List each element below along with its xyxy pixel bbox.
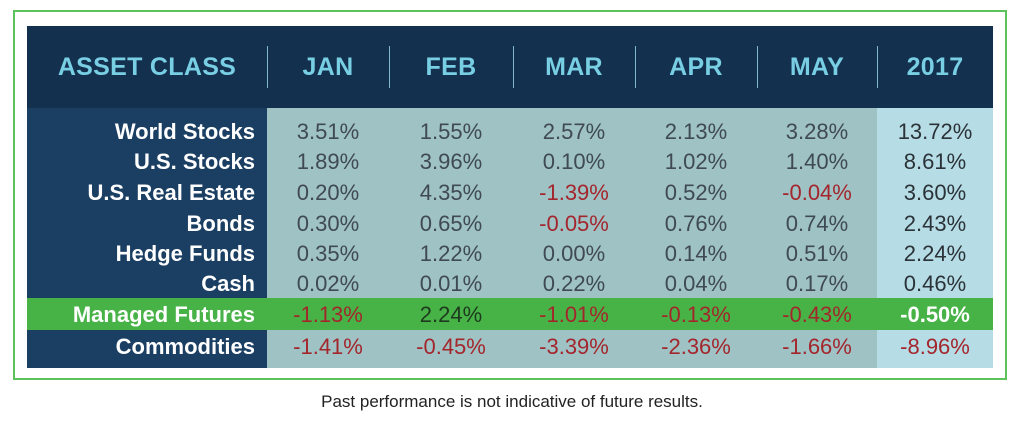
- table-frame: ASSET CLASS JAN FEB MAR APR MAY 2017 Wor…: [13, 10, 1007, 380]
- cell-may: 0.74%: [785, 211, 849, 236]
- cell-feb: 1.22%: [419, 241, 483, 266]
- cell-may: -0.04%: [782, 180, 852, 205]
- header-divider: [267, 46, 268, 88]
- header-divider: [389, 46, 390, 88]
- cell-2017: 13.72%: [897, 119, 973, 144]
- cell-jan: 0.02%: [296, 271, 360, 296]
- cell-apr: -0.13%: [661, 302, 731, 327]
- cell-feb: 3.96%: [419, 149, 483, 174]
- cell-may: -0.43%: [782, 302, 852, 327]
- row-label: Bonds: [186, 211, 255, 236]
- row-label: Hedge Funds: [115, 241, 255, 266]
- cell-jan: -1.13%: [293, 302, 363, 327]
- header-mar: MAR: [545, 52, 603, 81]
- cell-apr: 0.52%: [664, 180, 728, 205]
- header-divider: [877, 46, 878, 88]
- cell-apr: 0.14%: [664, 241, 728, 266]
- cell-feb: -0.45%: [416, 334, 486, 359]
- cell-mar: -1.01%: [539, 302, 609, 327]
- header-apr: APR: [669, 52, 723, 81]
- header-divider: [635, 46, 636, 88]
- cell-2017: -0.50%: [900, 302, 970, 327]
- cell-mar: 0.10%: [542, 149, 606, 174]
- cell-jan: -1.41%: [293, 334, 363, 359]
- highlight-row-band: [27, 298, 993, 330]
- cell-mar: 2.57%: [542, 119, 606, 144]
- cell-may: 0.17%: [785, 271, 849, 296]
- cell-jan: 0.20%: [296, 180, 360, 205]
- cell-feb: 0.65%: [419, 211, 483, 236]
- row-label: Managed Futures: [72, 302, 255, 327]
- cell-2017: 2.43%: [903, 211, 967, 236]
- cell-mar: -0.05%: [539, 211, 609, 236]
- table-header: ASSET CLASS JAN FEB MAR APR MAY 2017: [27, 26, 993, 108]
- disclaimer-text: Past performance is not indicative of fu…: [321, 392, 703, 411]
- table-row: U.S. Stocks 1.89% 3.96% 0.10% 1.02% 1.40…: [27, 146, 993, 177]
- cell-2017: 0.46%: [903, 271, 967, 296]
- cell-apr: 0.04%: [664, 271, 728, 296]
- row-label: World Stocks: [114, 119, 255, 144]
- cell-feb: 2.24%: [419, 302, 483, 327]
- cell-apr: 2.13%: [664, 119, 728, 144]
- cell-jan: 0.30%: [296, 211, 360, 236]
- row-label: U.S. Real Estate: [87, 180, 255, 205]
- cell-apr: 1.02%: [664, 149, 728, 174]
- cell-2017: 8.61%: [903, 149, 967, 174]
- header-2017: 2017: [906, 52, 964, 81]
- cell-may: -1.66%: [782, 334, 852, 359]
- table-row: Hedge Funds 0.35% 1.22% 0.00% 0.14% 0.51…: [27, 238, 993, 269]
- row-label: Cash: [201, 271, 255, 296]
- table-row: U.S. Real Estate 0.20% 4.35% -1.39% 0.52…: [27, 177, 993, 208]
- header-divider: [757, 46, 758, 88]
- header-jan: JAN: [302, 52, 354, 81]
- cell-2017: -8.96%: [900, 334, 970, 359]
- cell-mar: -3.39%: [539, 334, 609, 359]
- table-row: Commodities -1.41% -0.45% -3.39% -2.36% …: [27, 331, 993, 362]
- row-label: Commodities: [115, 334, 255, 359]
- table-row-highlighted: Managed Futures -1.13% 2.24% -1.01% -0.1…: [27, 299, 993, 330]
- cell-2017: 3.60%: [903, 180, 967, 205]
- cell-may: 1.40%: [785, 149, 849, 174]
- row-label: U.S. Stocks: [133, 149, 255, 174]
- cell-2017: 2.24%: [903, 241, 967, 266]
- cell-jan: 1.89%: [296, 149, 360, 174]
- cell-may: 3.28%: [785, 119, 849, 144]
- cell-mar: -1.39%: [539, 180, 609, 205]
- table-row: Cash 0.02% 0.01% 0.22% 0.04% 0.17% 0.46%: [27, 268, 993, 299]
- cell-mar: 0.22%: [542, 271, 606, 296]
- header-asset-class: ASSET CLASS: [57, 52, 237, 81]
- cell-may: 0.51%: [785, 241, 849, 266]
- cell-feb: 0.01%: [419, 271, 483, 296]
- header-may: MAY: [789, 52, 845, 81]
- cell-feb: 4.35%: [419, 180, 483, 205]
- cell-feb: 1.55%: [419, 119, 483, 144]
- cell-mar: 0.00%: [542, 241, 606, 266]
- cell-jan: 0.35%: [296, 241, 360, 266]
- performance-table: ASSET CLASS JAN FEB MAR APR MAY 2017 Wor…: [27, 26, 993, 368]
- header-divider: [513, 46, 514, 88]
- table-row: World Stocks 3.51% 1.55% 2.57% 2.13% 3.2…: [27, 116, 993, 147]
- header-feb: FEB: [425, 52, 477, 81]
- cell-apr: -2.36%: [661, 334, 731, 359]
- cell-apr: 0.76%: [664, 211, 728, 236]
- cell-jan: 3.51%: [296, 119, 360, 144]
- table-row: Bonds 0.30% 0.65% -0.05% 0.76% 0.74% 2.4…: [27, 208, 993, 239]
